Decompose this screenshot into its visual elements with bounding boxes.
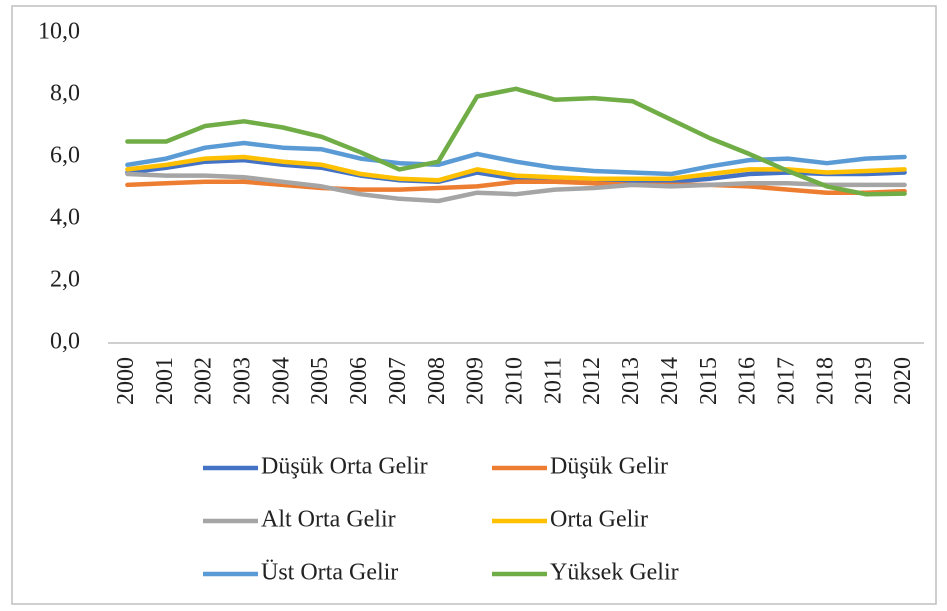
y-tick-label: 6,0: [50, 143, 80, 169]
x-tick-label: 2000: [113, 357, 139, 405]
legend-label: Alt Orta Gelir: [261, 507, 396, 533]
legend-label: Orta Gelir: [550, 507, 648, 533]
series-line: [125, 140, 907, 177]
y-tick-label: 2,0: [50, 267, 80, 293]
series-line: [125, 86, 907, 197]
x-tick-label: 2005: [307, 357, 333, 405]
x-tick-label: 2004: [268, 357, 294, 405]
x-tick-label: 2002: [191, 357, 217, 405]
x-tick-label: 2006: [346, 357, 372, 405]
x-tick-label: 2011: [540, 357, 566, 404]
x-tick-label: 2008: [424, 357, 450, 405]
y-tick-label: 4,0: [50, 205, 80, 231]
x-tick-label: 2019: [851, 357, 877, 405]
series-line: [125, 157, 907, 185]
legend-label: Yüksek Gelir: [550, 560, 679, 586]
x-tick-label: 2001: [152, 357, 178, 405]
legend-label: Düşük Gelir: [550, 454, 668, 480]
series-line: [125, 154, 907, 183]
x-tick-label: 2014: [657, 357, 683, 405]
x-tick-label: 2013: [618, 357, 644, 405]
chart-border: [11, 5, 937, 605]
x-tick-label: 2017: [774, 357, 800, 405]
legend-label: Düşük Orta Gelir: [261, 454, 428, 480]
x-tick-label: 2003: [230, 357, 256, 405]
x-tick-label: 2018: [812, 357, 838, 405]
legend-label: Üst Orta Gelir: [261, 560, 398, 586]
series-line: [125, 171, 907, 204]
x-tick-label: 2012: [579, 357, 605, 405]
y-tick-label: 8,0: [50, 81, 80, 107]
x-tick-label: 2009: [463, 357, 489, 405]
y-tick-label: 10,0: [38, 19, 80, 45]
x-tick-label: 2016: [735, 357, 761, 405]
x-tick-label: 2010: [502, 357, 528, 405]
x-tick-label: 2020: [890, 357, 916, 405]
series-line: [125, 179, 907, 195]
x-tick-label: 2007: [385, 357, 411, 405]
x-tick-label: 2015: [696, 357, 722, 405]
y-tick-label: 0,0: [50, 329, 80, 355]
